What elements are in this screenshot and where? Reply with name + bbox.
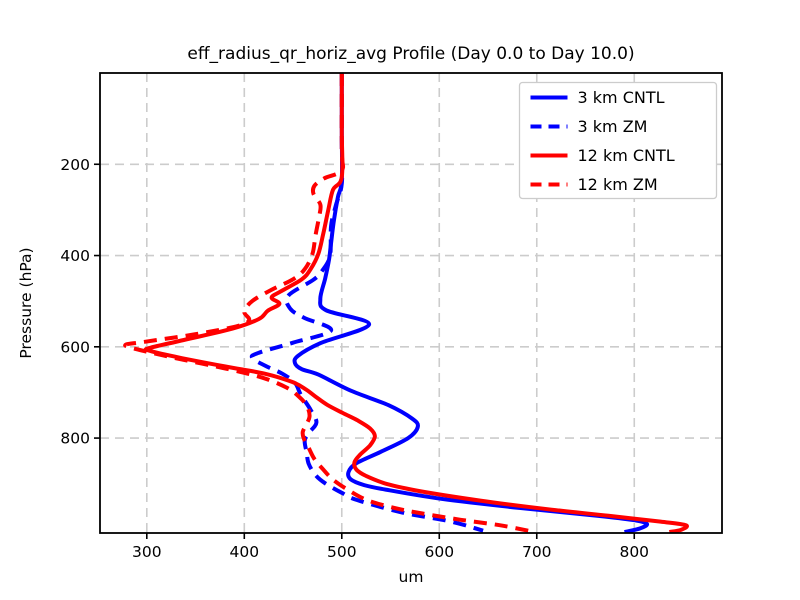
series-line-12-km-cntl: [143, 73, 689, 533]
legend: 3 km CNTL 3 km ZM 12 km CNTL 12 km ZM: [518, 81, 718, 200]
series-line-12-km-zm: [123, 73, 534, 533]
series-line-3-km-zm: [249, 73, 484, 533]
legend-item: 12 km ZM: [530, 175, 658, 194]
series-layer: [123, 73, 689, 533]
legend-item: 3 km CNTL: [530, 88, 665, 107]
chart-title: eff_radius_qr_horiz_avg Profile (Day 0.0…: [187, 44, 634, 64]
x-tick-label: 600: [424, 543, 454, 561]
legend-box: [518, 81, 718, 200]
x-tick-label: 300: [132, 543, 162, 561]
x-tick-label: 700: [522, 543, 552, 561]
x-tick-label: 800: [619, 543, 649, 561]
x-axis-label: um: [399, 568, 424, 586]
y-tick-label: 600: [60, 338, 90, 356]
legend-item-label: 3 km CNTL: [578, 88, 665, 107]
y-tick-label: 800: [60, 430, 90, 448]
legend-item-label: 12 km ZM: [578, 175, 658, 194]
y-axis-label: Pressure (hPa): [17, 247, 35, 358]
plot-frame: [99, 72, 723, 534]
y-tick-label: 400: [60, 247, 90, 265]
y-tick-label: 200: [60, 156, 90, 174]
legend-item-label: 3 km ZM: [578, 117, 648, 136]
x-tick-label: 400: [229, 543, 259, 561]
legend-item: 3 km ZM: [530, 117, 648, 136]
legend-item-label: 12 km CNTL: [578, 146, 675, 165]
tick-layer: 300 400 500 600 700 800 200 400 600 800: [60, 156, 649, 561]
legend-item: 12 km CNTL: [530, 146, 675, 165]
x-tick-label: 500: [327, 543, 357, 561]
